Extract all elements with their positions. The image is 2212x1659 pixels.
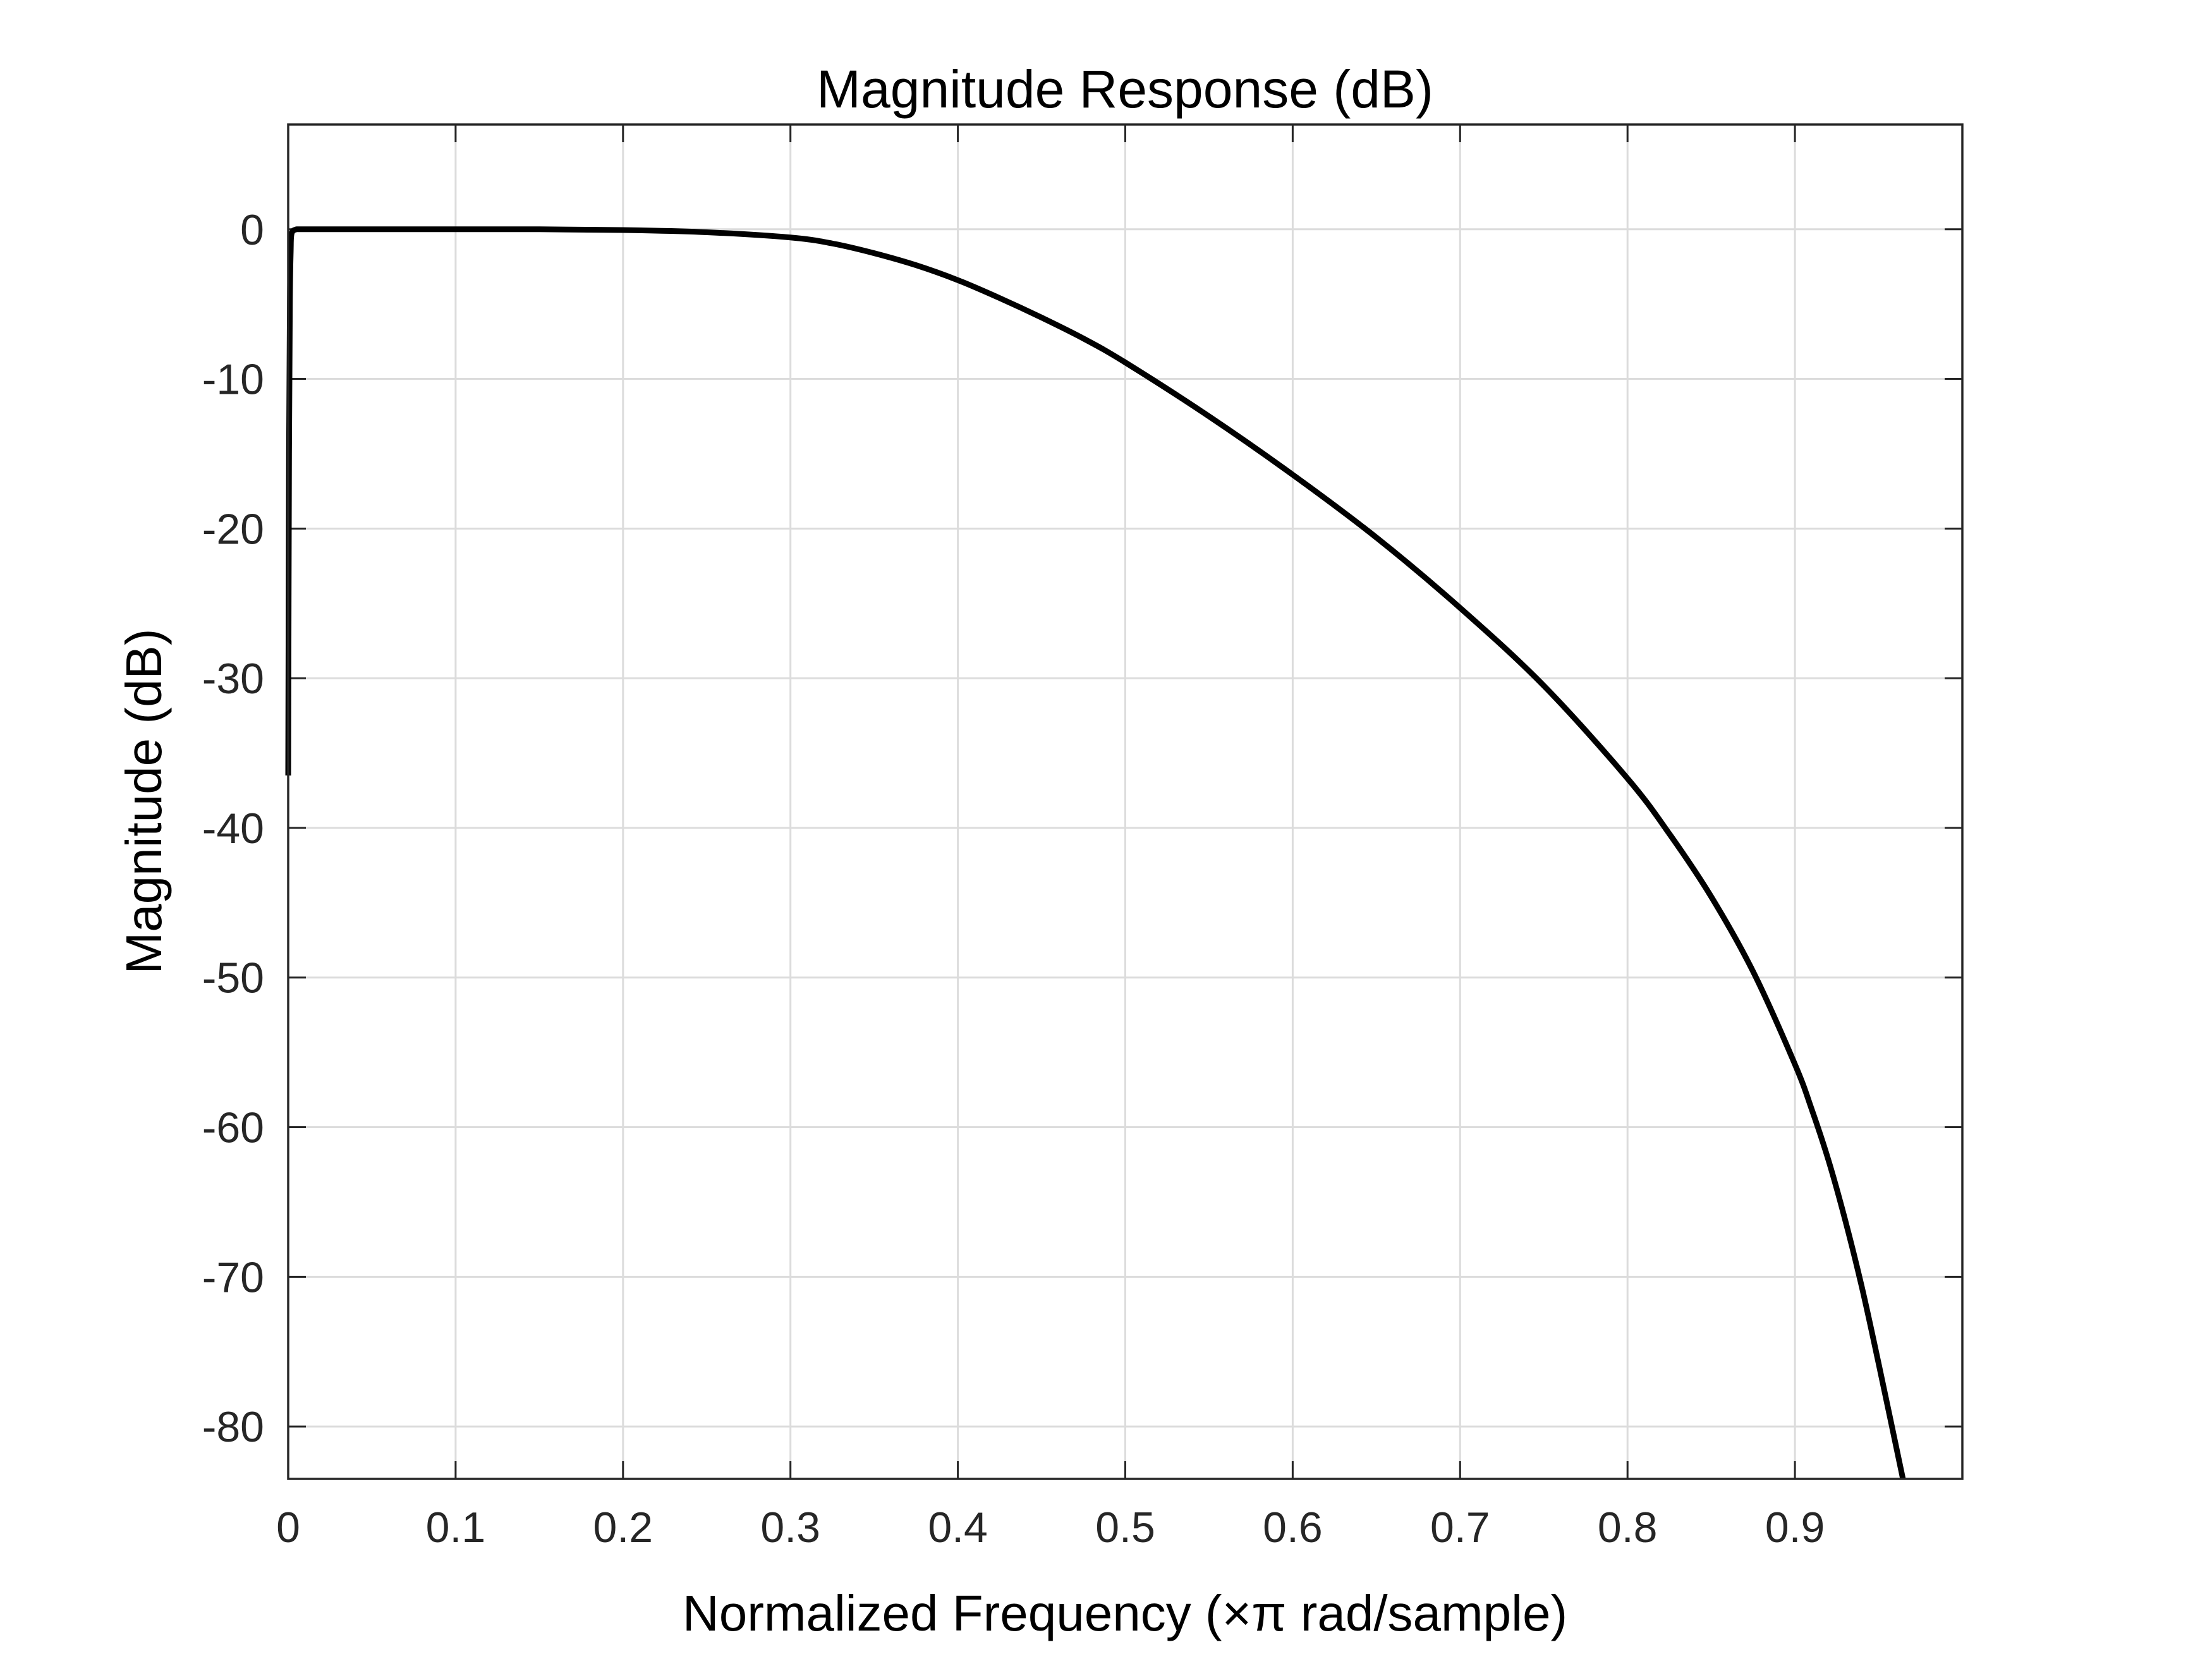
y-tick-label: -30 <box>202 655 264 703</box>
y-axis-label: Magnitude (dB) <box>116 629 172 975</box>
x-tick-label: 0.2 <box>593 1504 653 1552</box>
y-tick-labels: 0 -10 -20 -30 -40 -50 -60 -70 -80 <box>202 206 264 1451</box>
y-tick-label: -10 <box>202 356 264 404</box>
chart-title: Magnitude Response (dB) <box>817 59 1433 119</box>
x-tick-label: 0 <box>276 1504 300 1552</box>
y-tick-label: -70 <box>202 1253 264 1301</box>
grid <box>288 125 1962 1479</box>
y-tick-label: -50 <box>202 954 264 1002</box>
x-tick-labels: 0 0.1 0.2 0.3 0.4 0.5 0.6 0.7 0.8 0.9 <box>276 1504 1825 1552</box>
magnitude-curve <box>285 226 1906 1480</box>
y-tick-label: -40 <box>202 805 264 853</box>
x-tick-label: 0.1 <box>426 1504 486 1552</box>
x-tick-label: 0.8 <box>1598 1504 1658 1552</box>
x-tick-label: 0.5 <box>1095 1504 1155 1552</box>
y-tick-label: -60 <box>202 1104 264 1152</box>
x-tick-label: 0.3 <box>760 1504 820 1552</box>
x-tick-label: 0.9 <box>1765 1504 1825 1552</box>
y-tick-label: 0 <box>240 206 264 254</box>
y-tick-label: -80 <box>202 1403 264 1451</box>
y-tick-label: -20 <box>202 505 264 553</box>
x-axis-label: Normalized Frequency (×π rad/sample) <box>683 1585 1567 1641</box>
x-tick-label: 0.6 <box>1263 1504 1323 1552</box>
axes-box <box>287 123 1964 1480</box>
x-tick-label: 0.7 <box>1430 1504 1490 1552</box>
x-tick-label: 0.4 <box>928 1504 988 1552</box>
